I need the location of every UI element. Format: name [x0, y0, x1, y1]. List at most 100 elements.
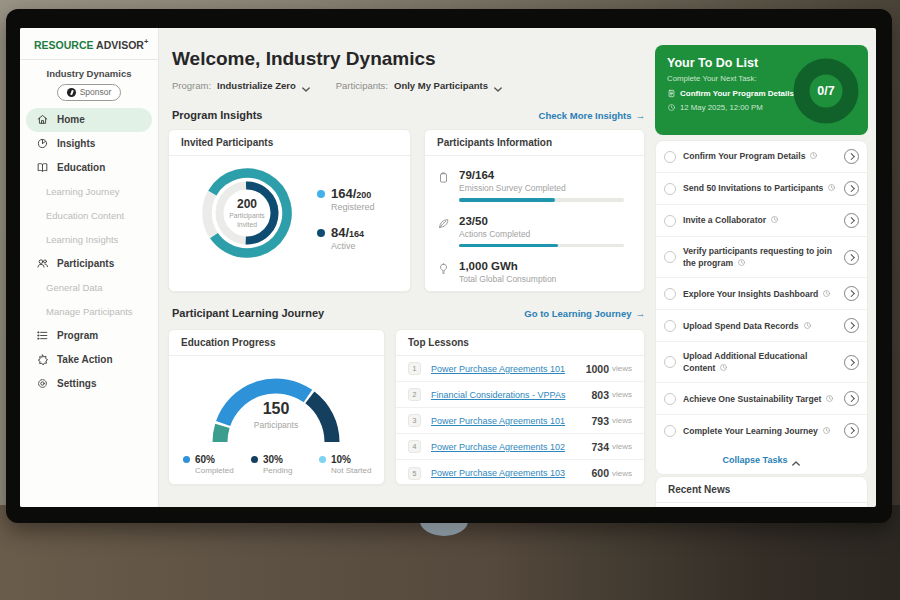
task-item-upload-additional-educational-content[interactable]: Upload Additional Educational Content [656, 342, 867, 383]
task-item-upload-spend-data-records[interactable]: Upload Spend Data Records [656, 310, 867, 342]
lesson-rank: 1 [408, 362, 421, 375]
sidebar-item-learning-journey[interactable]: Learning Journey [26, 180, 152, 204]
sidebar-item-take-action[interactable]: Take Action [26, 348, 152, 372]
lesson-link[interactable]: Power Purchase Agreements 102 [431, 442, 591, 452]
task-checkbox[interactable] [664, 320, 676, 332]
lesson-link[interactable]: Financial Considerations - VPPAs [431, 390, 591, 400]
views-suffix: views [612, 469, 632, 478]
task-item-invite-a-collaborator[interactable]: Invite a Collaborator [656, 205, 867, 237]
task-checkbox[interactable] [664, 251, 676, 263]
task-go-button[interactable] [844, 250, 859, 265]
sidebar-item-label: Settings [57, 378, 96, 389]
task-checkbox[interactable] [664, 151, 676, 163]
task-item-explore-your-insights-dashboard[interactable]: Explore Your Insights Dashboard [656, 278, 867, 310]
sidebar-item-education-content[interactable]: Education Content [26, 204, 152, 228]
task-item-confirm-your-program-details[interactable]: Confirm Your Program Details [656, 141, 867, 173]
card-title: Participants Information [425, 130, 644, 156]
todo-progress-value: 0/7 [791, 56, 861, 126]
task-checkbox[interactable] [664, 288, 676, 300]
collapse-tasks-link[interactable]: Collapse Tasks [656, 446, 867, 474]
task-label: Invite a Collaborator [683, 215, 766, 225]
legend-item: 30%Pending [251, 454, 319, 475]
sidebar-item-home[interactable]: Home [26, 108, 152, 132]
lesson-row: 5Power Purchase Agreements 103600views [396, 460, 644, 486]
lesson-link[interactable]: Power Purchase Agreements 101 [431, 364, 586, 374]
card-title: Top Lessons [396, 330, 644, 356]
legend-label: Active [331, 241, 375, 251]
program-filter-value[interactable]: Industrialize Zero [217, 80, 296, 91]
task-item-verify-participants-requesting-to-join-the-program[interactable]: Verify participants requesting to join t… [656, 237, 867, 278]
education-icon [36, 161, 49, 174]
sidebar-item-label: Participants [57, 258, 114, 269]
clock-icon [719, 363, 728, 372]
sidebar-item-learning-insights[interactable]: Learning Insights [26, 228, 152, 252]
task-checkbox[interactable] [664, 393, 676, 405]
views-suffix: views [612, 442, 632, 451]
sponsor-badge[interactable]: Sponsor [57, 84, 121, 101]
check-more-insights-link[interactable]: Check More Insights→ [539, 110, 645, 121]
participants-information-card: Participants Information 79/164Emission … [424, 129, 645, 292]
task-go-button[interactable] [844, 423, 859, 438]
clock-icon [822, 426, 831, 435]
task-item-send-50-invitations-to-participants[interactable]: Send 50 Invitations to Participants [656, 173, 867, 205]
sidebar-item-label: Insights [57, 138, 95, 149]
task-go-button[interactable] [844, 213, 859, 228]
lesson-views: 793 [591, 415, 609, 427]
info-label: Actions Completed [459, 229, 632, 240]
task-item-complete-your-learning-journey[interactable]: Complete Your Learning Journey [656, 415, 867, 446]
task-go-button[interactable] [844, 355, 859, 370]
sidebar-item-settings[interactable]: Settings [26, 372, 152, 396]
legend-label: Registered [331, 202, 375, 212]
chevron-down-icon[interactable] [494, 83, 502, 88]
sidebar-item-label: Home [57, 114, 85, 125]
legend-label: Pending [263, 466, 319, 475]
task-go-button[interactable] [844, 149, 859, 164]
task-checkbox[interactable] [664, 425, 676, 437]
task-label: Send 50 Invitations to Participants [683, 183, 823, 193]
lesson-rank: 2 [408, 388, 421, 401]
legend-item: 164/200Registered [317, 186, 375, 212]
sidebar-item-participants[interactable]: Participants [26, 252, 152, 276]
donut-legend: 164/200Registered84/164Active [317, 186, 375, 264]
sidebar-item-program[interactable]: Program [26, 324, 152, 348]
sidebar-item-label: Take Action [57, 354, 113, 365]
task-go-button[interactable] [844, 391, 859, 406]
sidebar-item-manage-participants[interactable]: Manage Participants [26, 300, 152, 324]
task-go-button[interactable] [844, 318, 859, 333]
main-content: Welcome, Industry Dynamics Program: Indu… [168, 28, 645, 507]
task-checkbox[interactable] [664, 215, 676, 227]
task-checkbox[interactable] [664, 356, 676, 368]
sidebar-item-label: Learning Insights [46, 234, 118, 245]
sidebar-item-label: Program [57, 330, 98, 341]
divider [20, 59, 158, 60]
task-go-button[interactable] [844, 181, 859, 196]
chevron-up-icon [792, 458, 800, 463]
views-suffix: views [612, 364, 632, 373]
lesson-rank: 5 [408, 467, 421, 480]
todo-column: Your To Do List Complete Your Next Task:… [655, 28, 868, 507]
views-suffix: views [612, 416, 632, 425]
lesson-link[interactable]: Power Purchase Agreements 103 [431, 468, 591, 478]
clock-icon [667, 103, 676, 112]
task-label: Complete Your Learning Journey [683, 426, 818, 436]
lesson-row: 4Power Purchase Agreements 102734views [396, 434, 644, 460]
go-to-learning-journey-link[interactable]: Go to Learning Journey→ [524, 308, 645, 319]
sidebar-item-general-data[interactable]: General Data [26, 276, 152, 300]
lesson-link[interactable]: Power Purchase Agreements 101 [431, 416, 591, 426]
gauge-center-label: Participants [201, 420, 351, 430]
chevron-down-icon[interactable] [302, 83, 310, 88]
settings-icon [36, 377, 49, 390]
legend-dot [317, 229, 325, 237]
participants-filter-value[interactable]: Only My Participants [394, 80, 488, 91]
sidebar-item-label: Manage Participants [46, 306, 133, 317]
task-checkbox[interactable] [664, 183, 676, 195]
task-go-button[interactable] [844, 286, 859, 301]
todo-progress-ring: 0/7 [791, 56, 861, 126]
task-item-achieve-one-sustainability-target[interactable]: Achieve One Sustainability Target [656, 383, 867, 415]
sidebar-item-insights[interactable]: Insights [26, 132, 152, 156]
recent-news-card: Recent News [655, 476, 868, 507]
learning-journey-title: Participant Learning Journey [172, 307, 324, 319]
sidebar-nav: Home Insights EducationLearning JourneyEdu… [20, 108, 158, 396]
sidebar-item-education[interactable]: Education [26, 156, 152, 180]
invited-participants-card: Invited Participants 200 Participants In… [168, 129, 411, 292]
